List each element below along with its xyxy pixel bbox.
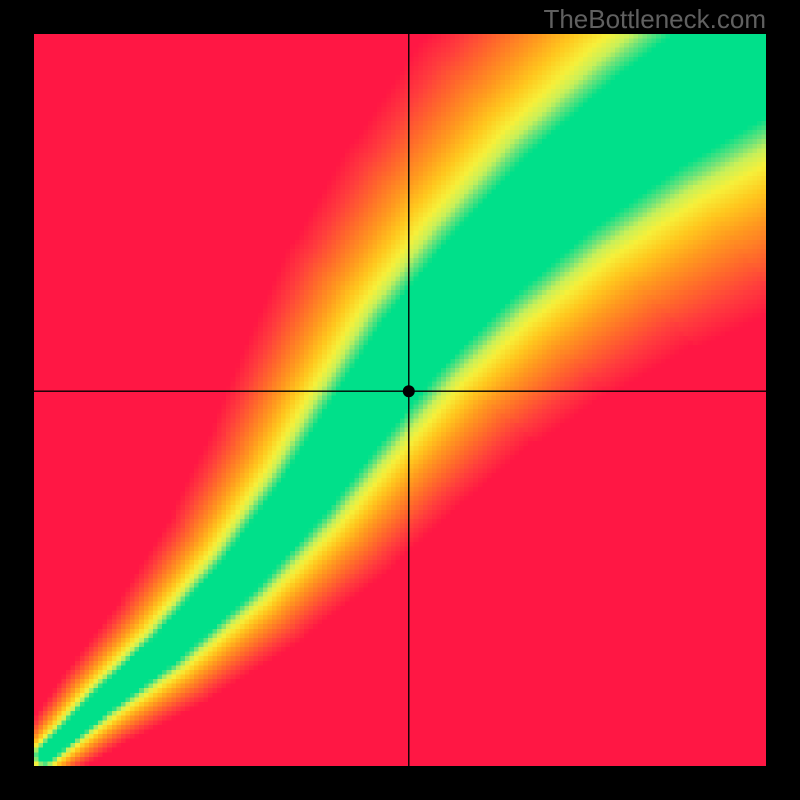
bottleneck-heatmap xyxy=(34,34,766,766)
watermark-label: TheBottleneck.com xyxy=(543,4,766,35)
